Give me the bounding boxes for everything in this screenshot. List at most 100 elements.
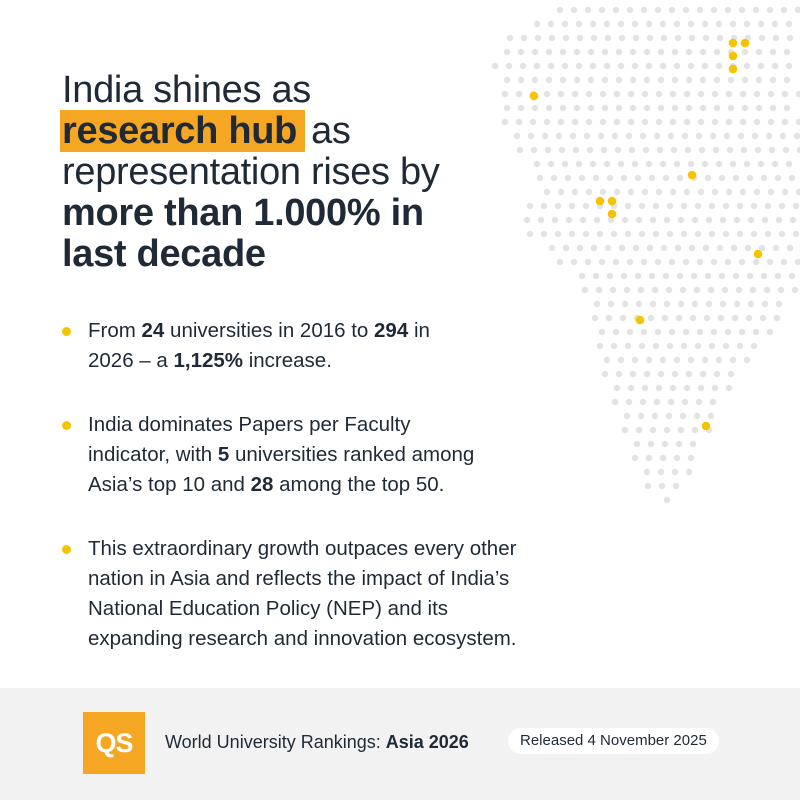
map-dot: [693, 412, 701, 420]
map-dot: [730, 244, 738, 252]
map-dot: [769, 104, 777, 112]
map-dot: [582, 202, 590, 210]
map-dot: [716, 244, 724, 252]
map-dot: [680, 230, 688, 238]
map-dot: [780, 6, 788, 14]
map-dot: [661, 440, 669, 448]
map-dot: [786, 34, 794, 42]
map-dot: [760, 174, 768, 182]
map-dot: [792, 230, 800, 238]
map-dot: [639, 398, 647, 406]
map-dot: [601, 104, 609, 112]
map-dot: [638, 342, 646, 350]
map-dot: [667, 398, 675, 406]
map-dot: [796, 146, 800, 154]
map-dot: [617, 356, 625, 364]
map-dot: [759, 314, 767, 322]
map-dot: [694, 202, 702, 210]
map-dot: [671, 468, 679, 476]
map-dot: [673, 160, 681, 168]
map-dot: [687, 454, 695, 462]
map-dot: [598, 258, 606, 266]
map-dot: [631, 62, 639, 70]
map-dot: [568, 230, 576, 238]
map-dot: [584, 6, 592, 14]
ranking-title: World University Rankings: Asia 2026: [165, 732, 469, 752]
map-dot: [586, 146, 594, 154]
map-dot: [699, 48, 707, 56]
bullet-item-growth: From 24 universities in 2016 to 294 in 2…: [62, 316, 622, 376]
map-dot: [625, 398, 633, 406]
headline-line-2-rest: as: [311, 110, 351, 152]
map-dot: [503, 48, 511, 56]
map-dot: [623, 286, 631, 294]
map-dot: [685, 104, 693, 112]
map-dot: [724, 328, 732, 336]
map-dot: [725, 90, 733, 98]
map-dot: [643, 76, 651, 84]
map-dot: [739, 90, 747, 98]
map-dot: [658, 482, 666, 490]
map-dot: [627, 118, 635, 126]
map-dot: [761, 216, 769, 224]
map-dot: [548, 244, 556, 252]
map-dot: [674, 34, 682, 42]
map-dot: [701, 20, 709, 28]
map-dot: [724, 258, 732, 266]
map-dot: [635, 216, 643, 224]
map-dot: [562, 244, 570, 252]
map-dot: [708, 202, 716, 210]
map-dot: [679, 412, 687, 420]
map-dot: [677, 300, 685, 308]
bullet-dot-icon: [62, 421, 71, 430]
map-dot: [769, 76, 777, 84]
map-dot: [576, 34, 584, 42]
map-dot: [598, 328, 606, 336]
map-dot: [775, 300, 783, 308]
map-dot: [640, 258, 648, 266]
map-dot: [643, 370, 651, 378]
headline-line-5: last decade: [62, 233, 266, 275]
map-dot: [685, 468, 693, 476]
map-dot: [634, 272, 642, 280]
map-dot: [613, 90, 621, 98]
map-dot: [729, 160, 737, 168]
map-dot: [568, 202, 576, 210]
map-dot: [755, 104, 763, 112]
map-dot: [781, 188, 789, 196]
map-dot: [501, 90, 509, 98]
map-dot: [757, 20, 765, 28]
map-dot: [743, 20, 751, 28]
map-highlight-dot: [687, 170, 697, 180]
headline-line-1: India shines as: [62, 69, 311, 111]
map-dot: [543, 90, 551, 98]
map-dot: [534, 34, 542, 42]
map-dot: [565, 216, 573, 224]
map-dot: [668, 6, 676, 14]
map-dot: [543, 188, 551, 196]
map-dot: [711, 384, 719, 392]
map-dot: [601, 76, 609, 84]
map-dot: [771, 62, 779, 70]
map-dot: [680, 342, 688, 350]
map-dot: [530, 146, 538, 154]
map-dot: [573, 104, 581, 112]
map-dot: [561, 62, 569, 70]
map-dot: [590, 244, 598, 252]
map-dot: [645, 20, 653, 28]
map-dot: [639, 132, 647, 140]
map-dot: [621, 300, 629, 308]
map-dot: [679, 286, 687, 294]
map-dot: [571, 188, 579, 196]
map-dot: [666, 230, 674, 238]
map-dot: [621, 426, 629, 434]
map-dot: [505, 62, 513, 70]
map-dot: [685, 76, 693, 84]
map-dot: [777, 286, 785, 294]
map-dot: [632, 244, 640, 252]
map-dot: [772, 244, 780, 252]
map-dot: [663, 300, 671, 308]
map-dot: [681, 132, 689, 140]
map-highlight-dot: [701, 421, 711, 431]
map-dot: [554, 202, 562, 210]
